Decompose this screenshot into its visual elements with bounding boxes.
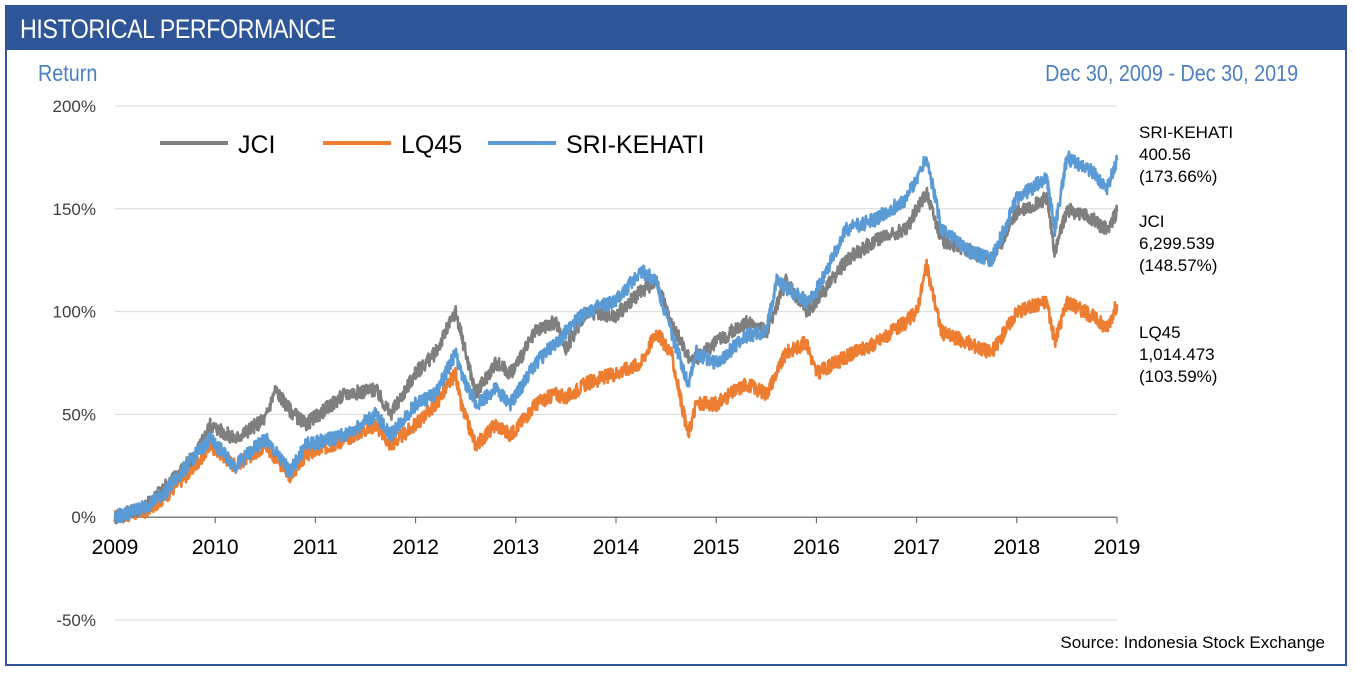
- x-tick-label: 2012: [392, 536, 439, 559]
- chart-panel: HISTORICAL PERFORMANCE Return Dec 30, 20…: [5, 5, 1347, 666]
- x-tick-label: 2018: [993, 536, 1040, 559]
- y-tick-label: -50%: [56, 611, 96, 630]
- series-line-sri-kehati: [113, 150, 1119, 525]
- panel-title: HISTORICAL PERFORMANCE: [20, 14, 336, 44]
- series-line-jci: [113, 186, 1119, 525]
- return-label: Return: [38, 60, 98, 86]
- x-tick-label: 2015: [693, 536, 740, 559]
- x-tick-label: 2010: [192, 536, 239, 559]
- x-tick-label: 2009: [92, 536, 139, 559]
- legend-label: SRI-KEHATI: [566, 131, 704, 159]
- end-label: (173.66%): [1139, 167, 1217, 186]
- legend-label: JCI: [238, 131, 276, 159]
- end-label: (103.59%): [1139, 367, 1217, 386]
- y-tick-label: 100%: [53, 303, 96, 322]
- x-tick-label: 2019: [1094, 536, 1141, 559]
- date-range-label: Dec 30, 2009 - Dec 30, 2019: [1045, 60, 1298, 86]
- y-tick-label: 50%: [62, 405, 96, 424]
- end-label: LQ45: [1139, 323, 1181, 342]
- x-tick-label: 2014: [593, 536, 640, 559]
- end-label: 6,299.539: [1139, 234, 1215, 253]
- end-label: 1,014.473: [1139, 345, 1215, 364]
- x-tick-label: 2011: [293, 536, 338, 559]
- source-note: Source: Indonesia Stock Exchange: [1060, 633, 1325, 652]
- end-label: JCI: [1139, 212, 1165, 231]
- y-tick-label: 0%: [71, 508, 96, 527]
- y-tick-label: 200%: [53, 97, 96, 116]
- y-tick-label: 150%: [53, 200, 96, 219]
- end-label: (148.57%): [1139, 256, 1217, 275]
- x-tick-label: 2017: [893, 536, 940, 559]
- end-label: SRI-KEHATI: [1139, 123, 1233, 142]
- panel-header: HISTORICAL PERFORMANCE: [7, 7, 1345, 50]
- x-tick-label: 2013: [492, 536, 539, 559]
- x-tick-label: 2016: [793, 536, 840, 559]
- end-label: 400.56: [1139, 145, 1191, 164]
- legend-label: LQ45: [401, 131, 462, 159]
